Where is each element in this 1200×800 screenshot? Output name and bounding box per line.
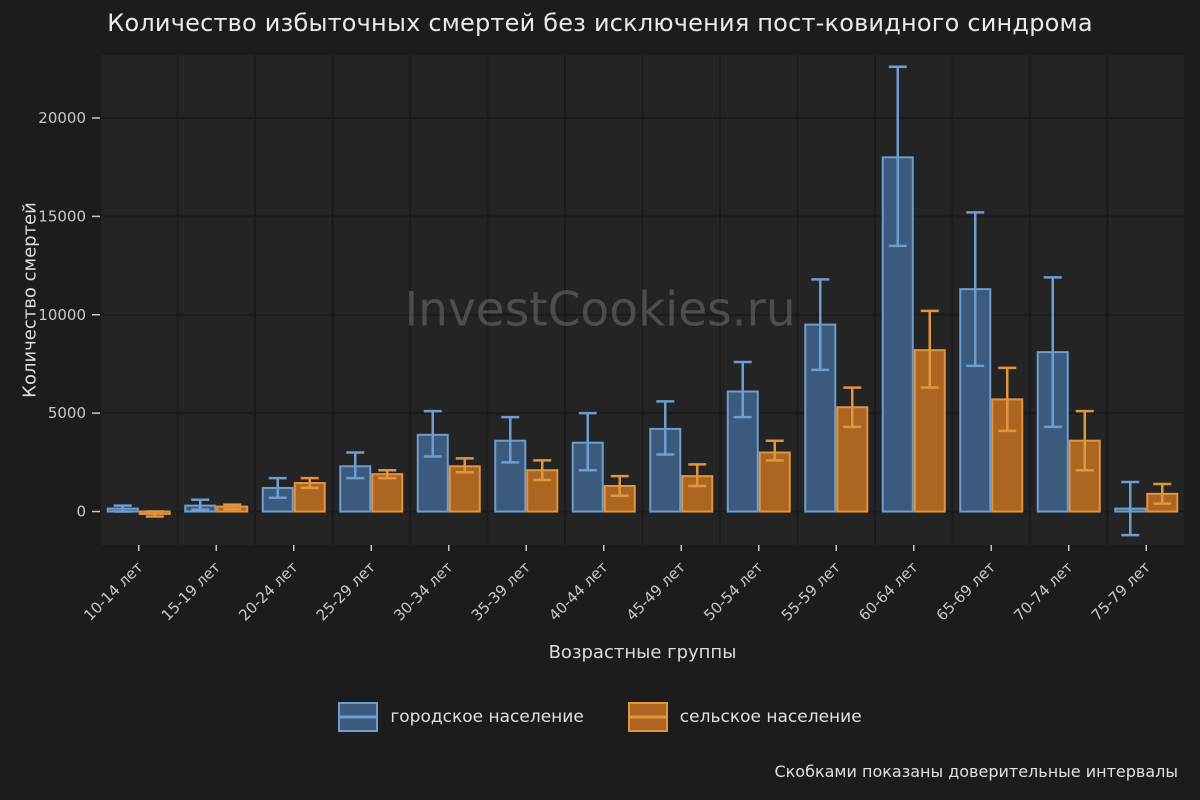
x-tick-label: 40-44 лет <box>545 558 612 625</box>
y-axis-label: Количество смертей <box>19 202 41 398</box>
legend-key-urban-errorbar-line <box>338 715 379 719</box>
x-tick-label: 75-79 лет <box>1088 558 1155 625</box>
x-tick-label: 35-39 лет <box>468 558 535 625</box>
x-tick-label: 60-64 лет <box>855 558 922 625</box>
x-tick-label: 55-59 лет <box>778 558 845 625</box>
y-tick-label: 20000 <box>38 109 86 127</box>
x-tick-label: 25-29 лет <box>313 558 380 625</box>
legend-label-urban: городское население <box>390 707 584 727</box>
x-tick-label: 45-49 лет <box>623 558 690 625</box>
y-tick-label: 5000 <box>48 404 86 422</box>
bar <box>371 473 404 513</box>
bar <box>758 451 791 513</box>
chart-canvas: 0 5000 10000 15000 20000 10-14 лет 15-19 лет 20… <box>38 65 1179 625</box>
x-axis-label: Возрастные группы <box>548 642 737 663</box>
x-tick-label: 15-19 лет <box>158 558 225 625</box>
y-tick-label: 10000 <box>38 306 86 324</box>
x-tick-label: 70-74 лет <box>1010 558 1077 625</box>
x-tick-label: 10-14 лет <box>80 558 147 625</box>
y-tick-label: 15000 <box>38 207 86 225</box>
x-tick-label: 65-69 лет <box>933 558 1000 625</box>
x-tick-label: 30-34 лет <box>390 558 457 625</box>
y-tick-label: 0 <box>76 503 86 521</box>
legend-key-rural-icon <box>627 702 668 732</box>
x-tick-label: 50-54 лет <box>700 558 767 625</box>
legend-key-urban-icon <box>338 702 379 732</box>
legend: городское население сельское население <box>0 702 1200 732</box>
legend-item-urban: городское население <box>338 702 584 732</box>
footnote: Скобками показаны доверительные интервал… <box>774 762 1178 781</box>
chart-title: Количество избыточных смертей без исключ… <box>107 9 1093 37</box>
legend-item-rural: сельское население <box>627 702 862 732</box>
legend-label-rural: сельское население <box>679 707 862 727</box>
legend-key-rural-errorbar-line <box>627 715 668 719</box>
x-tick-label: 20-24 лет <box>235 558 302 625</box>
